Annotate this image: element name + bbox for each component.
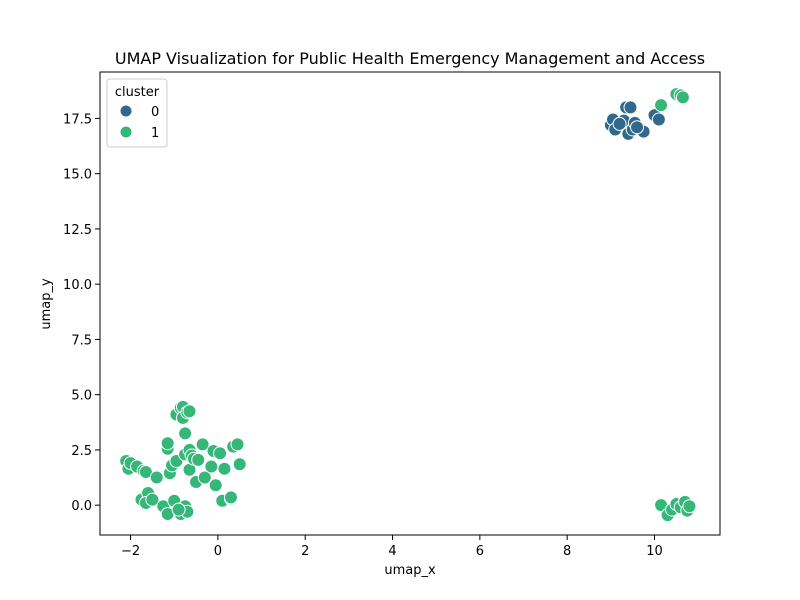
y-axis-label: umap_y	[39, 278, 54, 330]
data-point-cluster-0	[651, 112, 666, 127]
plot-area: −2 0 2 4 6 8 10 0.02.55.07.510.012.515.017.5	[63, 71, 721, 559]
data-point-cluster-1	[208, 478, 223, 493]
legend-title: cluster	[115, 85, 160, 100]
x-tick-label: 6	[476, 544, 484, 559]
legend-marker-1	[119, 125, 133, 139]
data-point-cluster-0	[623, 100, 638, 115]
y-axis: 0.0 2.5 5.0 7.5 10.0 12.5 15.0 17.5	[63, 112, 100, 514]
legend-label-0: 0	[151, 105, 159, 120]
y-tick-label: 12.5	[63, 223, 92, 238]
chart-title: UMAP Visualization for Public Health Eme…	[115, 49, 705, 68]
x-tick-label: 10	[646, 544, 663, 559]
data-point-cluster-1	[145, 492, 160, 507]
data-points	[119, 87, 697, 523]
x-tick-label: 2	[301, 544, 309, 559]
legend-marker-0	[119, 104, 133, 118]
data-point-cluster-1	[213, 446, 228, 461]
data-point-cluster-1	[217, 461, 232, 476]
x-tick-label: 0	[214, 544, 222, 559]
y-tick-label: 17.5	[63, 112, 92, 127]
data-point-cluster-0	[630, 120, 645, 135]
y-tick-label: 7.5	[71, 333, 92, 348]
data-point-cluster-1	[160, 436, 175, 451]
x-axis-label: umap_x	[384, 563, 436, 578]
data-point-cluster-1	[654, 98, 669, 113]
x-tick-label: 8	[563, 544, 571, 559]
data-point-cluster-1	[171, 502, 186, 517]
x-tick-label: 4	[388, 544, 396, 559]
data-point-cluster-1	[195, 437, 210, 452]
data-point-cluster-1	[178, 426, 193, 441]
data-point-cluster-1	[675, 90, 690, 105]
data-point-cluster-1	[223, 490, 238, 505]
data-point-cluster-1	[232, 457, 247, 472]
data-point-cluster-0	[612, 116, 627, 131]
x-tick-label: −2	[121, 544, 140, 559]
y-tick-label: 15.0	[63, 168, 92, 183]
data-point-cluster-1	[204, 459, 219, 474]
data-point-cluster-1	[149, 470, 164, 485]
legend-label-1: 1	[151, 126, 159, 141]
legend: cluster 0 1	[106, 78, 168, 148]
data-point-cluster-1	[197, 470, 212, 485]
plot-frame	[99, 71, 721, 536]
y-tick-label: 0.0	[71, 499, 92, 514]
y-tick-label: 2.5	[71, 444, 92, 459]
data-point-cluster-1	[230, 437, 245, 452]
data-point-cluster-1	[682, 499, 697, 514]
data-point-cluster-1	[138, 465, 153, 480]
x-axis: −2 0 2 4 6 8 10	[121, 535, 663, 559]
y-tick-label: 10.0	[63, 278, 92, 293]
data-point-cluster-1	[182, 404, 197, 419]
data-point-cluster-1	[191, 452, 206, 467]
y-tick-label: 5.0	[71, 389, 92, 404]
